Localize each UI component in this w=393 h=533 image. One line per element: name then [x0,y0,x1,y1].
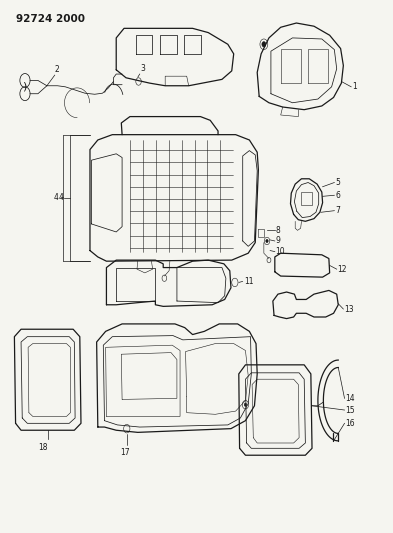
Text: ): ) [22,82,27,92]
Bar [301,192,312,205]
Text: 17: 17 [120,448,130,457]
Text: 13: 13 [344,304,354,313]
Text: 16: 16 [345,419,355,428]
Text: 11: 11 [244,277,254,286]
Text: 12: 12 [338,265,347,273]
Text: 4: 4 [54,193,59,202]
Text: 4: 4 [59,193,63,203]
Text: 2: 2 [55,65,59,74]
Text: 3: 3 [141,64,146,73]
Text: 5: 5 [335,178,340,187]
Text: 18: 18 [38,443,48,452]
Text: 1: 1 [353,82,357,91]
Text: 14: 14 [345,394,355,403]
Text: 15: 15 [345,406,355,415]
Circle shape [262,42,266,47]
Circle shape [244,403,247,406]
Text: 10: 10 [275,247,285,256]
Text: 6: 6 [335,191,340,200]
Text: 92724 2000: 92724 2000 [17,14,85,24]
Text: 9: 9 [275,237,281,246]
Circle shape [266,239,268,243]
Text: 7: 7 [335,206,340,215]
Text: 8: 8 [275,226,280,235]
